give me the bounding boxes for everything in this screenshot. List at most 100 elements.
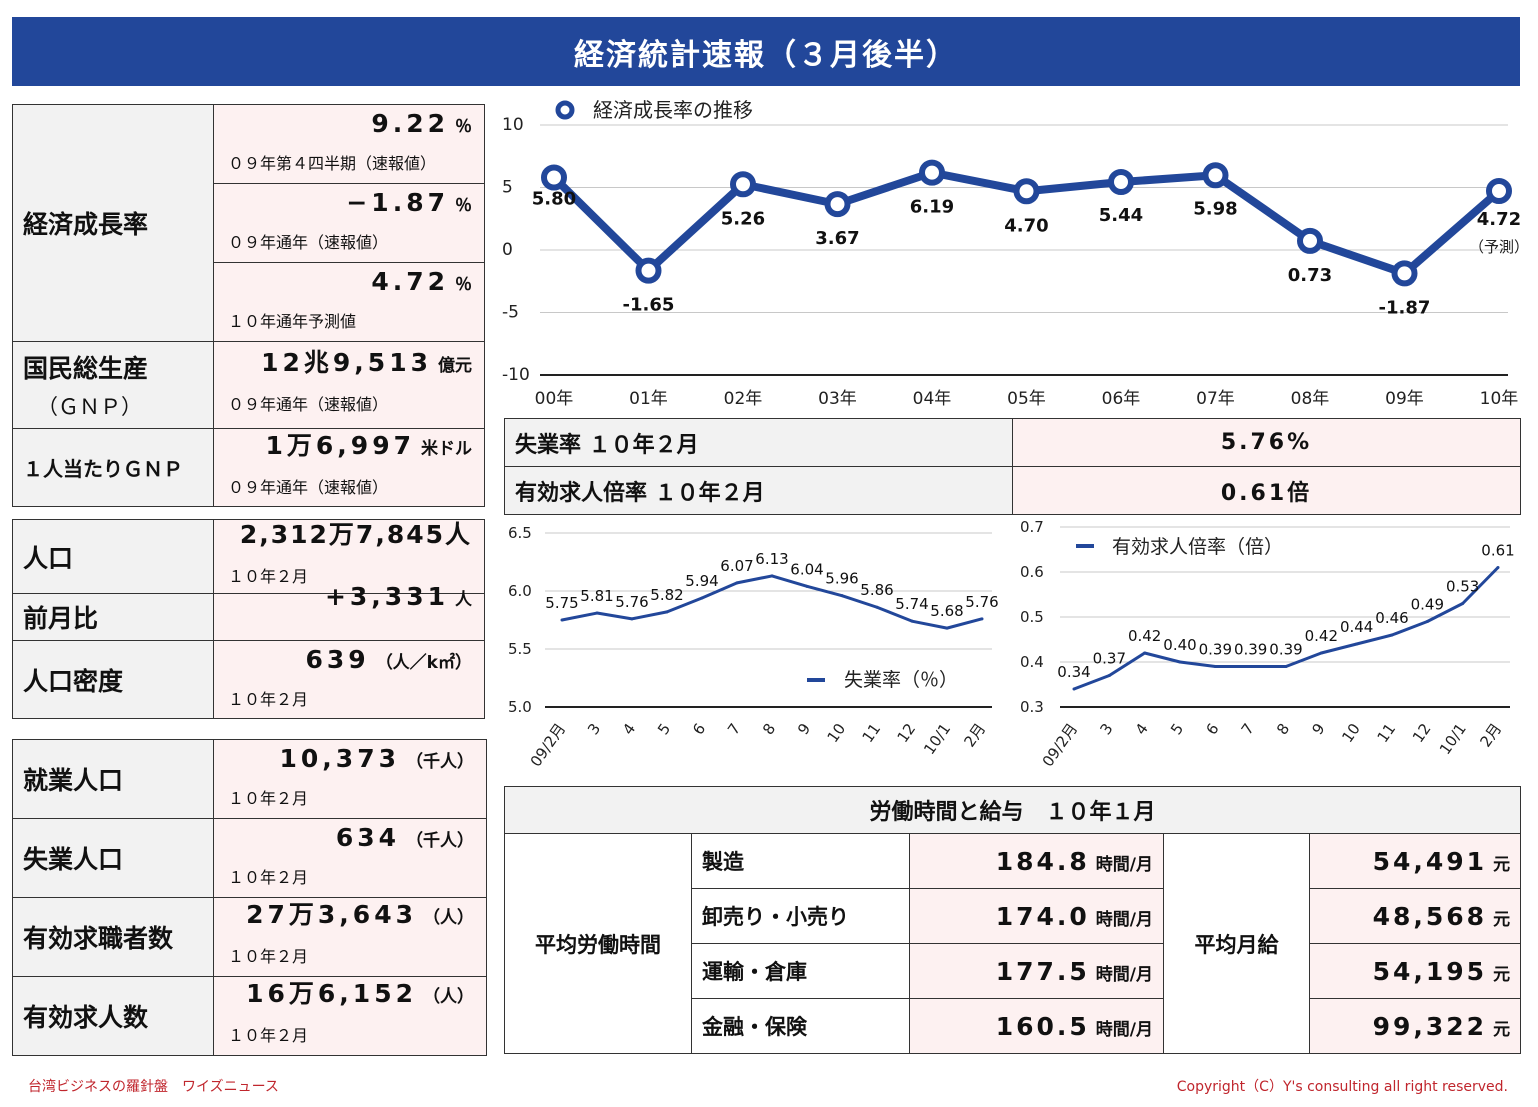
data-point [910, 619, 914, 623]
y-tick-label: 0.3 [1020, 698, 1044, 716]
gdp-value: 9.22 [371, 109, 449, 138]
wage-cell: 54,491 元 [1308, 833, 1522, 889]
employment-caption: １０年２月 [228, 789, 309, 808]
data-point [630, 617, 634, 621]
x-tick-label: 11 [1374, 720, 1400, 746]
x-tick-label: 5 [1167, 720, 1187, 738]
x-tick-label: 03年 [818, 389, 857, 409]
industry-label: 卸売り・小売り [691, 888, 910, 944]
x-tick-label: 4 [1132, 720, 1152, 738]
per-capita-label: １人当たりＧＮＰ [12, 428, 214, 507]
data-point [735, 581, 739, 585]
data-point [541, 164, 567, 191]
data-point [945, 626, 949, 630]
x-tick-label: 9 [794, 720, 814, 738]
gdp-caption: ０９年通年（速報値） [228, 233, 389, 252]
x-tick-label: 01年 [629, 389, 668, 409]
x-tick-label: 10/1 [920, 720, 954, 758]
wage-unit: 元 [1493, 1019, 1511, 1040]
data-point [1355, 642, 1359, 646]
population-label: 人口 [12, 519, 214, 594]
data-label: 0.34 [1057, 663, 1090, 681]
data-label: 3.67 [815, 228, 859, 249]
wage-cell: 99,322 元 [1308, 998, 1522, 1054]
data-point [824, 191, 851, 218]
data-label: 0.61 [1481, 542, 1514, 560]
gdp-caption: １０年通年予測値 [228, 312, 357, 331]
gnp-caption: ０９年通年（速報値） [228, 395, 389, 414]
population-caption: １０年２月 [228, 566, 309, 586]
data-point [635, 257, 662, 284]
labor-table-title: 労働時間と給与 １０年１月 [503, 786, 1522, 834]
data-label: 4.72 [1477, 209, 1521, 230]
x-tick-label: 04年 [913, 389, 952, 409]
data-point [1213, 665, 1217, 668]
data-point [1391, 260, 1418, 287]
data-label: 5.98 [1193, 198, 1237, 219]
data-point [1461, 602, 1465, 605]
page-title: 経済統計速報（３月後半） [12, 17, 1520, 86]
y-tick-label: 6.5 [508, 524, 532, 542]
gdp-value: −1.87 [346, 188, 449, 217]
per-capita-caption: ０９年通年（速報値） [228, 477, 389, 497]
data-label: 0.39 [1199, 641, 1232, 659]
y-tick-label: -10 [502, 365, 530, 385]
x-tick-label: 6 [1202, 720, 1222, 738]
data-point [1297, 227, 1323, 254]
data-label: 5.96 [825, 570, 858, 588]
data-label: 0.53 [1446, 578, 1479, 596]
data-label: 5.94 [685, 572, 718, 590]
x-tick-label: 09/2月 [527, 720, 570, 770]
employment-value: 10,373 [279, 744, 400, 773]
wage-cell: 48,568 元 [1308, 888, 1522, 944]
data-point [595, 611, 599, 615]
x-tick-label: 10 [824, 720, 850, 746]
data-point [1486, 178, 1512, 204]
data-label: 0.73 [1288, 265, 1332, 286]
data-point [1072, 687, 1076, 691]
gdp-value: 4.72 [371, 267, 449, 296]
data-label: 6.07 [720, 557, 753, 575]
data-label: 0.49 [1411, 596, 1444, 614]
hours-cell: 184.8 時間/月 [909, 833, 1164, 889]
hours-cell: 174.0 時間/月 [909, 888, 1164, 944]
population-value: 2,312万7,845人 [239, 519, 472, 549]
employment-caption: １０年２月 [228, 1026, 309, 1045]
x-tick-label: 09年 [1385, 389, 1424, 409]
hours-value: 184.8 [995, 846, 1090, 876]
data-label: 5.82 [650, 586, 683, 604]
gdp-label: 経済成長率 [12, 104, 214, 342]
data-point [1013, 178, 1040, 205]
gnp-label-cell: 国民総生産 （ＧＮＰ） [12, 341, 214, 429]
employment-table: 就業人口 １０年２月 10,373 （千人） 失業人口 １０年２月 634 （千人）… [12, 739, 487, 1056]
gdp-unit: ％ [455, 117, 472, 137]
x-tick-label: 3 [584, 720, 604, 738]
mom-unit: 人 [455, 590, 472, 610]
x-tick-label: 5 [654, 720, 674, 738]
gnp-sub: （ＧＮＰ） [37, 395, 142, 419]
y-tick-label: 10 [502, 115, 524, 135]
y-tick-label: 0.5 [1020, 608, 1044, 626]
data-label: -1.65 [623, 295, 675, 316]
data-point [1319, 651, 1323, 655]
density-caption: １０年２月 [228, 689, 309, 709]
density-label: 人口密度 [12, 640, 214, 719]
hours-value: 160.5 [995, 1011, 1090, 1041]
x-tick-label: 9 [1308, 720, 1328, 738]
data-label: 0.46 [1375, 609, 1408, 627]
x-tick-label: 12 [894, 720, 920, 746]
footer-brand: 台湾ビジネスの羅針盤 ワイズニュース [28, 1079, 279, 1095]
data-point [770, 574, 774, 578]
x-tick-label: 7 [1238, 720, 1258, 738]
hours-cell: 160.5 時間/月 [909, 998, 1164, 1054]
data-point [1249, 665, 1253, 668]
data-label: 5.86 [860, 581, 893, 599]
x-tick-label: 00年 [535, 389, 574, 409]
avg-hours-label: 平均労働時間 [504, 833, 692, 1054]
y-tick-label: 0 [502, 240, 513, 260]
x-tick-label: 6 [689, 720, 709, 738]
data-label: 5.75 [545, 594, 578, 612]
employment-value: 27万3,643 [246, 900, 417, 929]
y-tick-label: 0.6 [1020, 563, 1044, 581]
